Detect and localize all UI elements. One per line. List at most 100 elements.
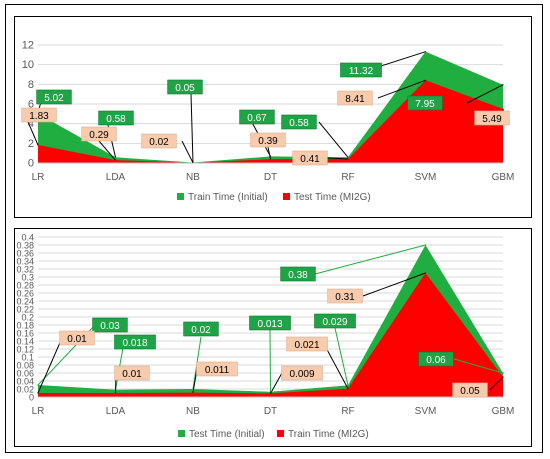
data-label-box [98, 110, 134, 126]
data-label-box [114, 334, 156, 350]
data-label: 0.02 [149, 137, 169, 148]
figure-frame [5, 4, 543, 453]
data-label-box [81, 126, 117, 142]
data-label: 8.41 [345, 94, 365, 105]
data-label-box [114, 365, 150, 381]
y-tick-label: 0.02 [16, 385, 34, 395]
legend-swatch [178, 430, 185, 437]
x-tick-label: RF [341, 172, 354, 183]
x-tick-label: LDA [106, 172, 126, 183]
y-tick-label: 0.06 [16, 369, 34, 379]
data-label-box [340, 62, 382, 78]
data-label-box [280, 266, 316, 282]
leader-line [314, 244, 426, 275]
leader-line [323, 343, 349, 389]
y-tick-label: 0.18 [16, 321, 34, 331]
y-tick-label: 0.24 [16, 297, 34, 307]
data-label-box [474, 110, 510, 126]
y-tick-label: 0.4 [21, 233, 34, 243]
legend-label: Test Time (Initial) [189, 429, 265, 440]
data-label: 0.31 [335, 292, 355, 303]
x-tick-label: NB [186, 172, 200, 183]
leader-line [181, 140, 194, 164]
y-tick-label: 0 [29, 393, 34, 403]
y-tick-label: 0 [28, 158, 34, 170]
data-label: 0.009 [289, 369, 314, 380]
data-label-box [36, 89, 72, 105]
y-tick-label: 0.36 [16, 249, 34, 259]
legend-label: Train Time (MI2G) [288, 429, 369, 440]
legend-swatch [283, 193, 290, 200]
leader-line [37, 337, 63, 394]
data-label: 0.011 [205, 365, 230, 376]
y-tick-label: 0.26 [16, 289, 34, 299]
y-tick-label: 0.2 [21, 313, 34, 323]
chart-bottom-svg: 00.020.040.060.080.10.120.140.160.180.20… [16, 233, 515, 441]
x-tick-label: SVM [415, 172, 437, 183]
x-tick-label: NB [186, 406, 200, 417]
y-tick-label: 0.3 [21, 273, 34, 283]
legend-swatch [177, 193, 184, 200]
x-tick-label: LR [32, 406, 45, 417]
x-tick-label: GBM [492, 406, 515, 417]
y-tick-label: 0.14 [16, 337, 34, 347]
data-label: 0.58 [106, 114, 126, 125]
data-label: 0.03 [100, 321, 120, 332]
data-label: 11.32 [349, 66, 374, 77]
y-tick-label: 0.22 [16, 305, 34, 315]
data-label-box [327, 288, 363, 304]
y-tick-label: 0.12 [16, 345, 34, 355]
leader-line [269, 329, 271, 392]
x-tick-label: LR [32, 172, 45, 183]
x-tick-label: DT [264, 406, 277, 417]
y-tick-label: 0.34 [16, 257, 34, 267]
data-label-box [167, 79, 203, 95]
data-label-box [183, 321, 219, 337]
area-series-1 [38, 80, 503, 163]
data-label: 0.29 [89, 130, 109, 141]
leader-line [267, 146, 271, 160]
leader-line [190, 93, 194, 163]
data-label-box [250, 132, 286, 148]
data-label: 0.029 [322, 317, 347, 328]
data-label: 0.05 [460, 386, 480, 397]
data-label-box [239, 109, 275, 125]
x-tick-label: DT [264, 172, 277, 183]
chart-panel-bottom: 0 0.02 0.04 0.06 0.08 0.1 0.12 0.14 0.16 0.18 0.2 0… [14, 228, 532, 447]
data-label: 5.02 [44, 93, 64, 104]
data-label: 7.95 [415, 99, 435, 110]
data-label: 0.021 [294, 340, 319, 351]
y-tick-label: 6 [28, 99, 34, 111]
data-label-box [281, 365, 323, 381]
data-label-box [21, 107, 57, 123]
y-tick-label: 10 [22, 59, 34, 71]
data-label-box [92, 317, 128, 333]
data-label-box [249, 315, 291, 331]
leader-line [453, 358, 504, 374]
leader-line [489, 376, 504, 391]
y-tick-label: 0.08 [16, 361, 34, 371]
data-label: 0.01 [122, 369, 142, 380]
leader-line [334, 327, 349, 386]
data-label: 0.41 [300, 154, 320, 165]
data-label: 5.49 [482, 114, 502, 125]
data-label-box [59, 330, 95, 346]
leader-line [98, 140, 116, 161]
area-series-1 [38, 273, 503, 397]
data-label: 0.018 [122, 338, 147, 349]
legend-label: Train Time (Initial) [188, 192, 268, 203]
data-label: 0.58 [289, 118, 309, 129]
y-tick-label: 0.16 [16, 329, 34, 339]
data-label-box [141, 133, 177, 149]
y-tick-label: 0.1 [21, 353, 34, 363]
chart-top-svg: 0 2 4 6 8 10 12 LR LDA NB DT RF SVM GBM 5.02 0.58 0.05 0.… [21, 40, 515, 203]
leader-line [270, 372, 283, 394]
y-tick-label: 4 [28, 118, 34, 130]
y-tick-label: 2 [28, 138, 34, 150]
leader-line [318, 121, 349, 158]
leader-line [362, 272, 426, 297]
data-label: 1.83 [29, 111, 49, 122]
data-label: 0.38 [288, 270, 308, 281]
leader-line [326, 157, 349, 160]
x-tick-label: GBM [492, 172, 515, 183]
